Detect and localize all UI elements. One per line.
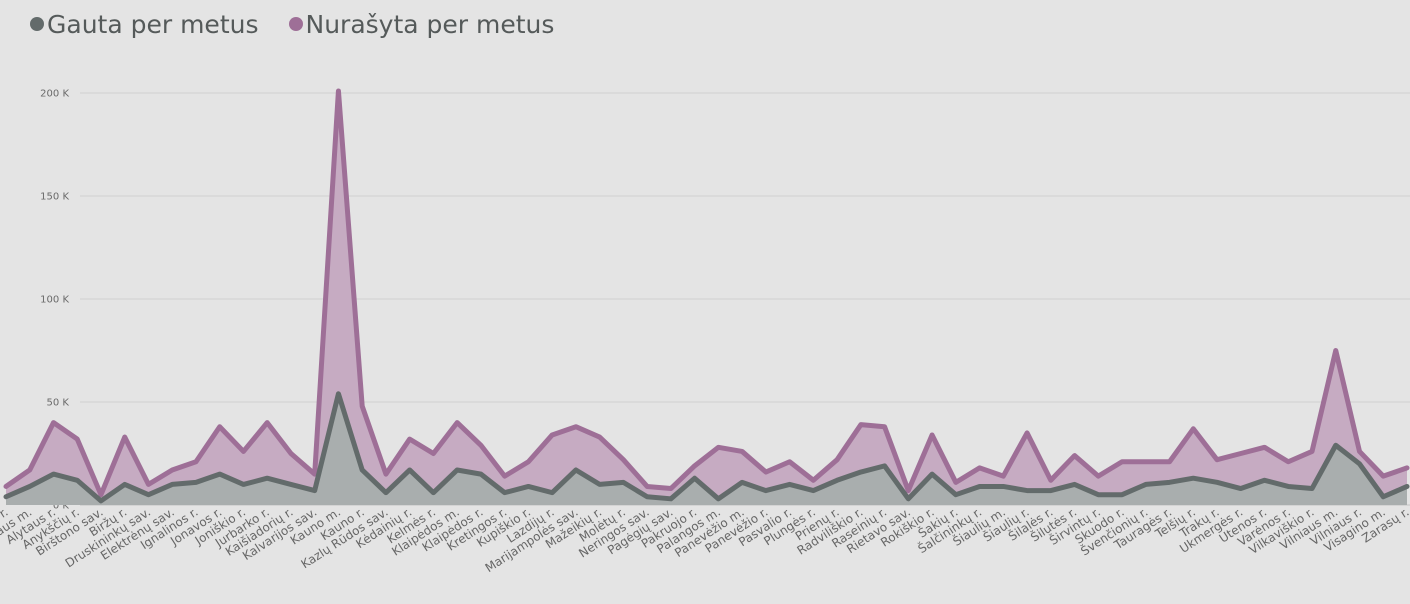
y-tick-label-4: 200 K bbox=[40, 89, 69, 100]
series-line-1 bbox=[3, 391, 1410, 504]
series-area-0 bbox=[6, 90, 1407, 505]
legend-marker-nurasyta bbox=[288, 17, 303, 31]
y-tick-label-0: 0 K bbox=[53, 501, 70, 512]
legend-item-gauta[interactable]: Gauta per metus bbox=[30, 10, 259, 39]
legend-marker-gauta bbox=[30, 17, 44, 31]
legend-label-nurasyta: Nurašyta per metus bbox=[305, 9, 555, 39]
series-area-1 bbox=[6, 393, 1407, 505]
y-tick-label-1: 50 K bbox=[47, 398, 70, 409]
legend-item-nurasyta[interactable]: Nurašyta per metus bbox=[288, 9, 555, 39]
y-tick-label-3: 150 K bbox=[40, 192, 69, 203]
legend-label-gauta: Gauta per metus bbox=[47, 9, 259, 39]
series-line-0 bbox=[3, 88, 1410, 498]
legend: Gauta per metus Nurašyta per metus bbox=[30, 4, 554, 44]
y-tick-label-2: 100 K bbox=[40, 295, 69, 306]
